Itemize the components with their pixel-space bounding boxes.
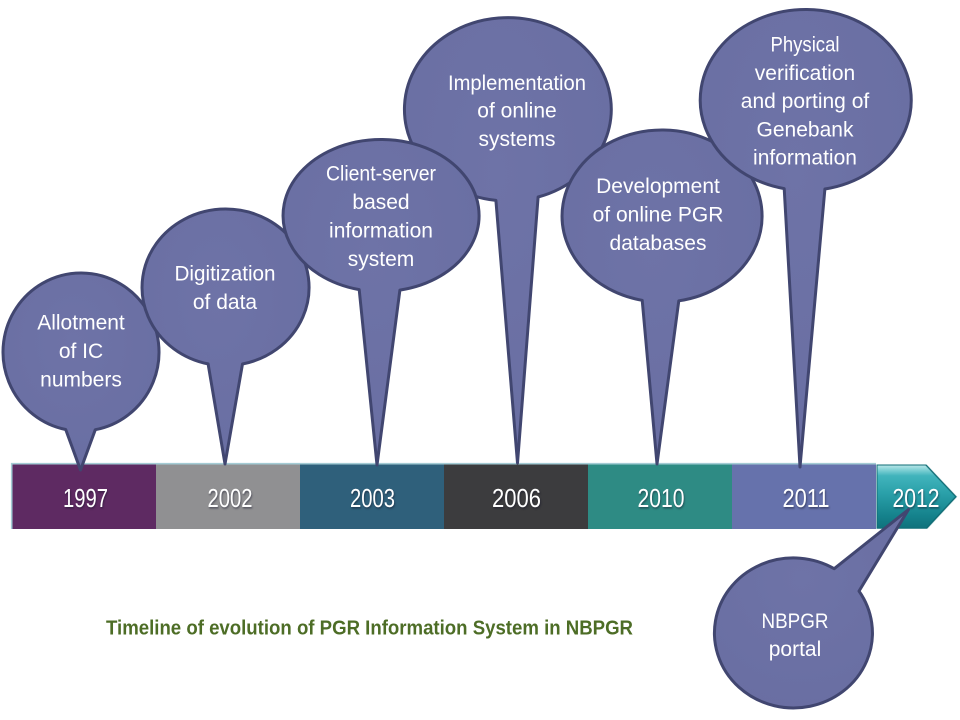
svg-text:2011: 2011: [783, 483, 830, 513]
svg-text:databases: databases: [610, 232, 707, 255]
svg-text:information: information: [753, 147, 857, 170]
svg-text:2010: 2010: [638, 483, 685, 513]
svg-text:of data: of data: [193, 291, 258, 314]
svg-text:based: based: [352, 191, 409, 214]
svg-text:Digitization: Digitization: [175, 263, 276, 286]
svg-text:NBPGR: NBPGR: [762, 610, 829, 633]
svg-text:2006: 2006: [492, 483, 541, 513]
svg-text:of online: of online: [477, 100, 556, 123]
svg-text:system: system: [348, 248, 415, 271]
svg-text:Development: Development: [596, 175, 720, 198]
svg-text:2003: 2003: [350, 483, 395, 513]
svg-text:of IC: of IC: [59, 340, 103, 363]
svg-text:2012: 2012: [893, 483, 940, 513]
svg-text:Allotment: Allotment: [37, 312, 125, 335]
svg-text:2002: 2002: [208, 483, 253, 513]
svg-text:1997: 1997: [63, 483, 108, 513]
svg-text:Client-server: Client-server: [326, 163, 436, 186]
svg-text:portal: portal: [769, 638, 822, 661]
svg-text:Implementation: Implementation: [448, 72, 586, 95]
svg-text:systems: systems: [478, 128, 555, 151]
svg-text:Physical: Physical: [771, 34, 840, 57]
svg-text:and porting of: and porting of: [741, 90, 870, 113]
svg-text:Genebank: Genebank: [757, 118, 854, 141]
svg-text:verification: verification: [755, 62, 855, 85]
svg-text:information: information: [329, 220, 433, 243]
svg-text:of online PGR: of online PGR: [593, 204, 724, 227]
svg-text:Timeline of evolution of PGR I: Timeline of evolution of PGR Information…: [106, 618, 634, 640]
svg-text:numbers: numbers: [40, 369, 122, 392]
